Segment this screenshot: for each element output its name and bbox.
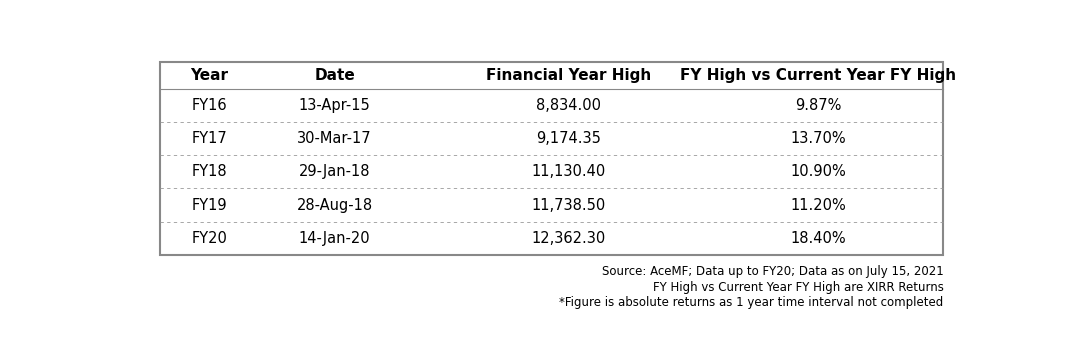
Text: 11,130.40: 11,130.40 (530, 164, 606, 179)
Text: FY20: FY20 (192, 231, 227, 246)
Text: 13.70%: 13.70% (791, 131, 846, 146)
Text: Year: Year (190, 68, 228, 83)
Text: 13-Apr-15: 13-Apr-15 (299, 98, 370, 113)
Text: Source: AceMF; Data up to FY20; Data as on July 15, 2021: Source: AceMF; Data up to FY20; Data as … (601, 265, 944, 278)
Text: Date: Date (314, 68, 355, 83)
Text: FY16: FY16 (192, 98, 227, 113)
Text: 14-Jan-20: 14-Jan-20 (299, 231, 370, 246)
Text: 9.87%: 9.87% (795, 98, 841, 113)
Text: FY19: FY19 (192, 198, 227, 213)
Text: 10.90%: 10.90% (791, 164, 846, 179)
Text: FY17: FY17 (192, 131, 227, 146)
Text: 30-Mar-17: 30-Mar-17 (297, 131, 372, 146)
Text: 29-Jan-18: 29-Jan-18 (299, 164, 370, 179)
Text: 18.40%: 18.40% (791, 231, 846, 246)
Text: FY High vs Current Year FY High: FY High vs Current Year FY High (680, 68, 957, 83)
Text: FY18: FY18 (192, 164, 227, 179)
Text: 28-Aug-18: 28-Aug-18 (297, 198, 372, 213)
Text: 12,362.30: 12,362.30 (530, 231, 606, 246)
Text: 9,174.35: 9,174.35 (536, 131, 600, 146)
Text: Financial Year High: Financial Year High (485, 68, 651, 83)
Text: *Figure is absolute returns as 1 year time interval not completed: *Figure is absolute returns as 1 year ti… (560, 297, 944, 310)
Text: 11,738.50: 11,738.50 (530, 198, 606, 213)
Text: 8,834.00: 8,834.00 (536, 98, 600, 113)
Text: FY High vs Current Year FY High are XIRR Returns: FY High vs Current Year FY High are XIRR… (652, 281, 944, 294)
Text: 11.20%: 11.20% (791, 198, 846, 213)
